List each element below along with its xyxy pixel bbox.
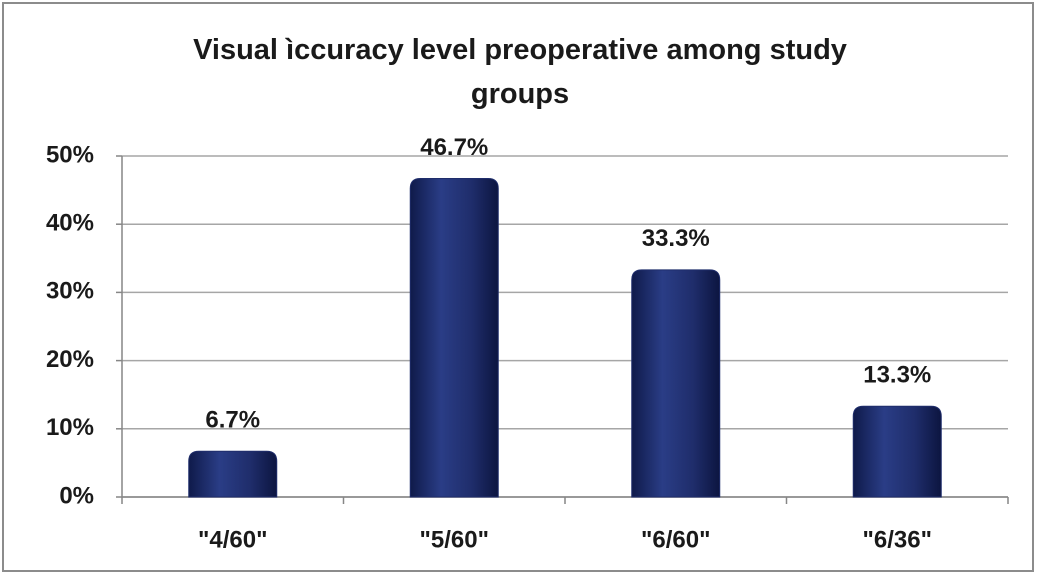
y-tick-label: 30% [46,278,94,305]
x-tick-label: "5/60" [420,526,489,553]
x-tick-label: "6/36" [863,526,932,553]
bar [188,450,278,498]
y-tick-label: 40% [46,210,94,237]
data-label: 13.3% [863,362,931,389]
data-label: 46.7% [420,134,488,161]
x-tick-label: "4/60" [198,526,267,553]
bar [852,405,942,498]
y-tick-label: 50% [46,141,94,168]
y-tick-label: 20% [46,346,94,373]
chart-title: Visual ìccuracy level preoperative among… [193,34,847,110]
bar [409,178,499,498]
y-tick-label: 0% [59,482,94,509]
data-label: 33.3% [642,225,710,252]
bar [631,269,721,498]
data-label: 6.7% [205,407,260,434]
x-tick-label: "6/60" [641,526,710,553]
y-tick-label: 10% [46,414,94,441]
